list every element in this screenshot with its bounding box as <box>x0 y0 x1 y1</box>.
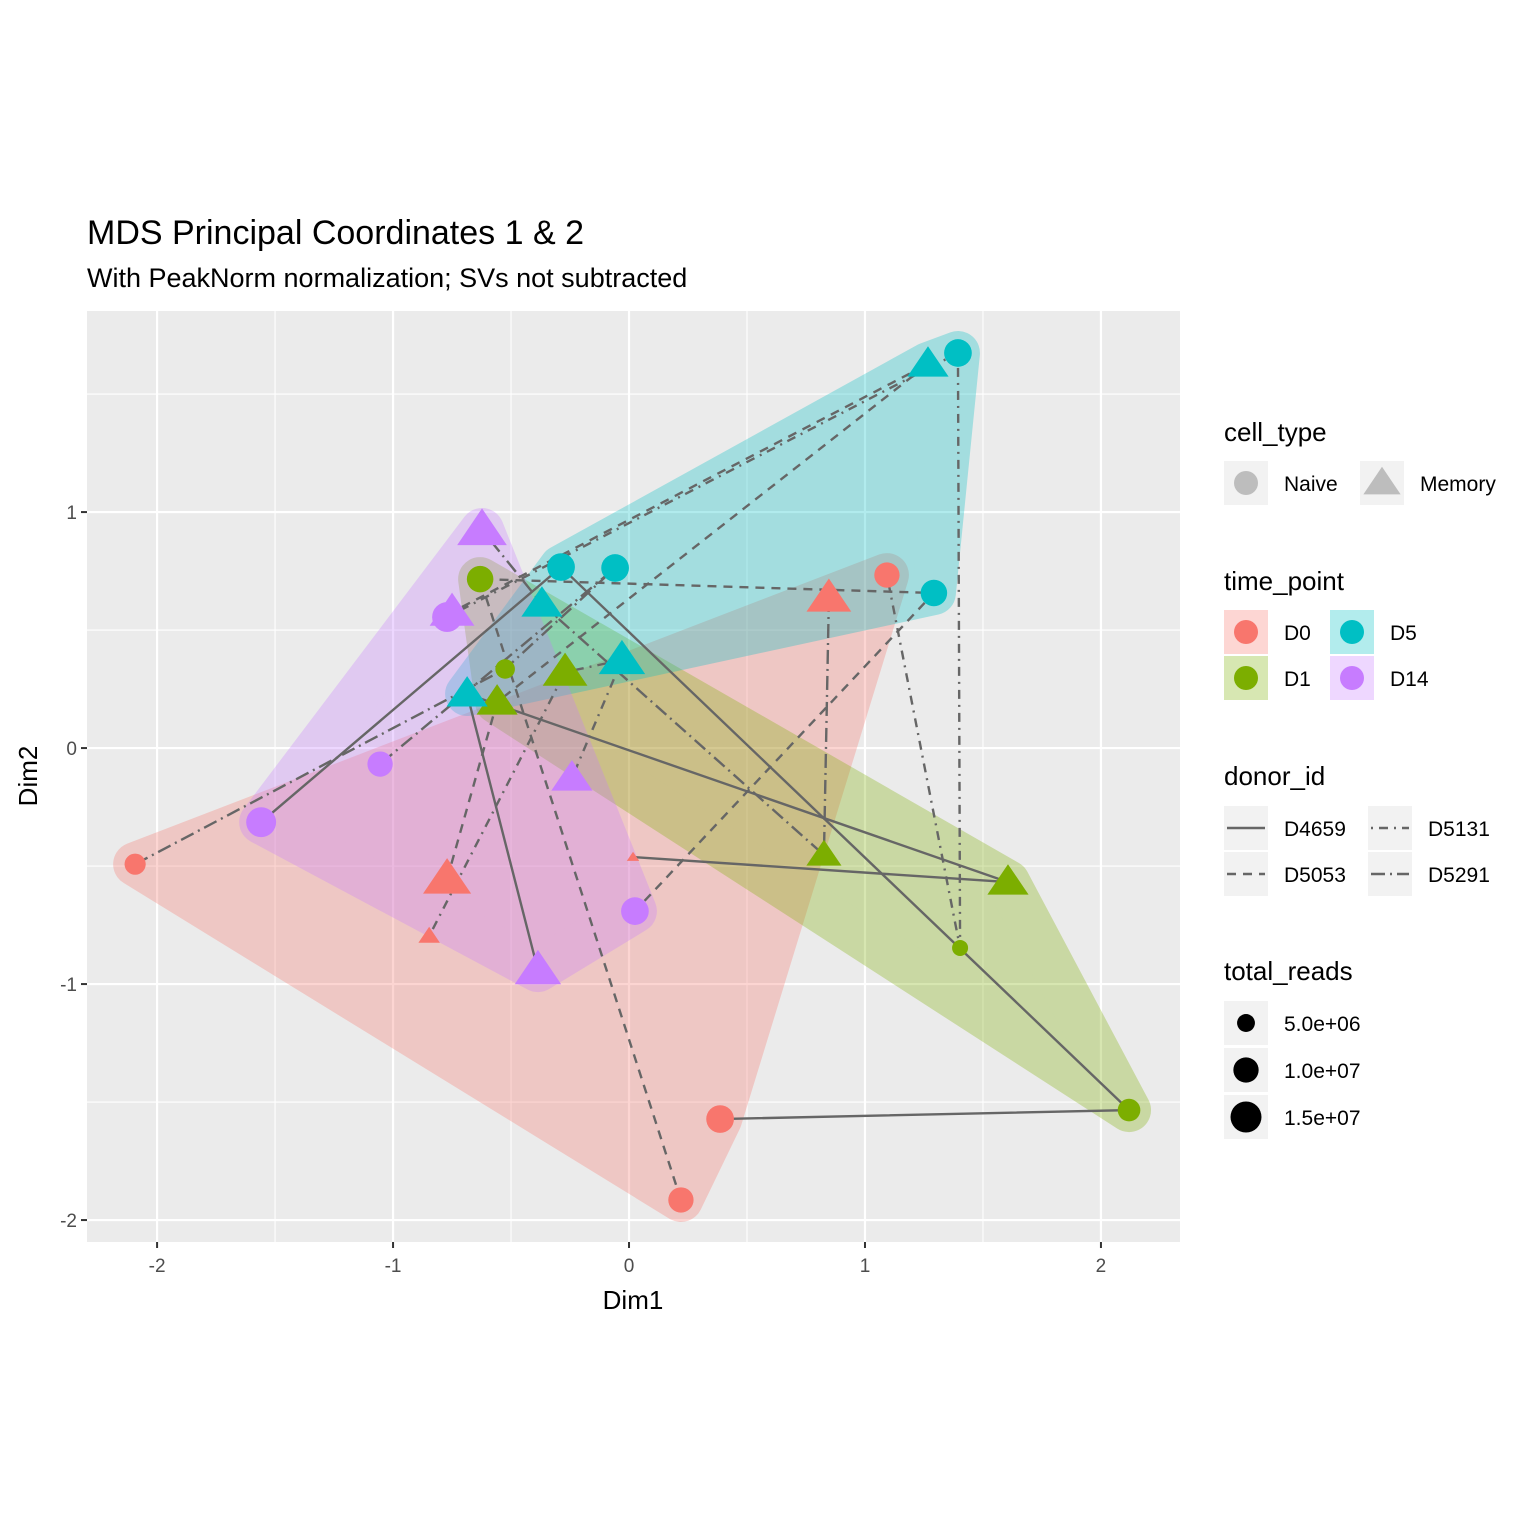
legend-label: D5 <box>1390 622 1417 645</box>
legend-size-icon <box>1233 1057 1259 1083</box>
point-d14-memory-d5053 <box>429 592 475 626</box>
point-d0-naive-d5291 <box>124 853 146 875</box>
point-d0-memory-d5291 <box>806 578 852 612</box>
legend-label: D5291 <box>1428 864 1490 887</box>
legend-label: Naive <box>1284 473 1338 496</box>
point-d5-naive-d5131 <box>944 339 972 367</box>
legend-label: D4659 <box>1284 818 1346 841</box>
legend-label: D1 <box>1284 668 1311 691</box>
plot-panel <box>87 311 1180 1242</box>
legend: cell_type Naive Memory time_point D0 D5 D1 D14 d… <box>1224 417 1496 1139</box>
point-d1-naive-d5131 <box>952 939 969 956</box>
y-tick-label: 0 <box>66 739 77 760</box>
data-points <box>124 339 1141 1213</box>
point-d5-naive-d4659 <box>547 553 575 581</box>
path-d5053-naive <box>478 577 937 1201</box>
y-tick-label: 1 <box>66 503 77 524</box>
point-d14-naive-d5291 <box>367 751 393 777</box>
y-tick-label: -2 <box>60 1211 77 1232</box>
point-d5-memory-d5131 <box>598 639 646 675</box>
point-d5-naive-d5053 <box>920 579 948 607</box>
legend-label: 5.0e+06 <box>1284 1013 1361 1036</box>
x-tick-label: 1 <box>860 1256 871 1277</box>
point-d14-naive-d5053 <box>621 897 649 925</box>
legend-title-donor-id: donor_id <box>1224 761 1325 791</box>
y-tick-label: -1 <box>60 975 77 996</box>
point-d0-memory-d5131 <box>418 926 440 943</box>
point-d5-memory-d5053 <box>907 346 949 377</box>
point-d0-naive-d5131 <box>874 562 900 588</box>
chart-title: MDS Principal Coordinates 1 & 2 <box>87 214 584 252</box>
chart-subtitle: With PeakNorm normalization; SVs not sub… <box>87 263 687 293</box>
legend-size-icon <box>1230 1101 1262 1133</box>
legend-size-icon <box>1237 1014 1255 1032</box>
point-d1-memory-d5291 <box>806 839 842 866</box>
donor-paths <box>134 351 1132 1201</box>
point-d1-memory-d5131 <box>542 652 588 686</box>
legend-d5-icon <box>1340 620 1364 644</box>
path-d5131-memory <box>428 658 624 937</box>
path-d5131-naive <box>446 351 962 949</box>
point-d0-memory-d5053 <box>423 858 472 894</box>
x-axis-title: Dim1 <box>603 1285 664 1315</box>
path-d5291-memory <box>481 529 831 858</box>
point-d1-memory-d5053 <box>476 684 518 715</box>
point-d0-memory-d4659 <box>626 851 640 861</box>
legend-memory-icon <box>1363 466 1401 495</box>
point-d14-memory-d5291 <box>457 508 507 546</box>
point-d1-naive-d4659 <box>1117 1098 1141 1122</box>
point-d14-memory-d4659 <box>514 949 562 985</box>
path-d4659-naive <box>260 565 1132 1121</box>
x-tick-label: 0 <box>624 1256 635 1277</box>
legend-label: D5131 <box>1428 818 1490 841</box>
legend-label: 1.5e+07 <box>1284 1107 1361 1130</box>
legend-label: D5053 <box>1284 864 1346 887</box>
legend-label: D0 <box>1284 622 1311 645</box>
legend-title-time-point: time_point <box>1224 566 1345 596</box>
x-tick-label: -1 <box>385 1256 402 1277</box>
point-d0-naive-d4659 <box>706 1105 734 1133</box>
axes: -2 -1 0 1 2 -2 -1 0 1 <box>60 503 1106 1277</box>
point-d5-memory-d4659 <box>446 676 488 707</box>
legend-label: D14 <box>1390 668 1429 691</box>
x-tick-label: -2 <box>149 1256 166 1277</box>
legend-label: 1.0e+07 <box>1284 1060 1361 1083</box>
point-d1-memory-d4659 <box>987 864 1029 895</box>
legend-naive-icon <box>1234 471 1258 495</box>
legend-d0-icon <box>1234 620 1258 644</box>
legend-title-total-reads: total_reads <box>1224 956 1353 986</box>
gridlines <box>87 311 1180 1242</box>
legend-d14-icon <box>1340 666 1364 690</box>
legend-d1-icon <box>1234 666 1258 690</box>
legend-label: Memory <box>1420 473 1496 496</box>
point-d14-naive-d4659 <box>246 807 277 838</box>
point-d5-memory-d5291 <box>521 586 563 617</box>
path-d5291-naive <box>134 567 616 866</box>
point-d5-naive-d5291 <box>601 554 629 582</box>
point-d14-memory-d5131 <box>551 760 593 791</box>
point-d0-naive-d5053 <box>668 1187 694 1213</box>
path-d5053-memory <box>445 363 929 880</box>
x-tick-label: 2 <box>1096 1256 1107 1277</box>
path-d4659-memory <box>465 692 1009 971</box>
point-d1-naive-d5053 <box>466 565 494 593</box>
point-d1-naive-d5291 <box>495 659 515 679</box>
legend-title-cell-type: cell_type <box>1224 417 1327 447</box>
y-axis-title: Dim2 <box>13 746 43 807</box>
